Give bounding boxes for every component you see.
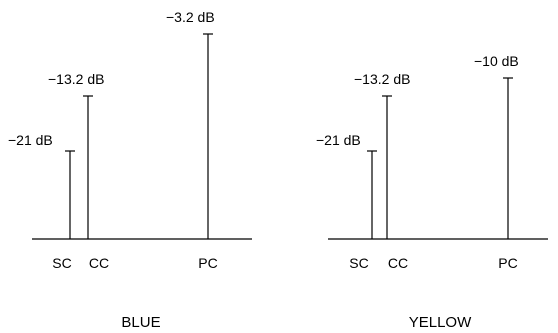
panel-yellow-cc-label: CC	[388, 255, 408, 271]
panel-blue-sc-label: SC	[52, 255, 71, 271]
panel-yellow-pc-label: PC	[498, 255, 517, 271]
panel-blue-pc-label: PC	[198, 255, 217, 271]
panel-yellow-caption: YELLOW	[409, 314, 472, 331]
panel-blue-cc-label: CC	[89, 255, 109, 271]
panel-yellow-pc-value: −10 dB	[474, 53, 519, 69]
panel-yellow-cc-value: −13.2 dB	[354, 71, 410, 87]
panel-blue: −21 dB SC −13.2 dB CC −3.2 dB PC BLUE	[8, 9, 252, 331]
panel-yellow-sc-value: −21 dB	[316, 132, 361, 148]
panel-blue-caption: BLUE	[121, 314, 160, 331]
panel-yellow-sc-label: SC	[349, 255, 368, 271]
panel-blue-pc-value: −3.2 dB	[166, 9, 215, 25]
panel-blue-sc-value: −21 dB	[8, 132, 53, 148]
panel-yellow: −21 dB SC −13.2 dB CC −10 dB PC YELLOW	[316, 53, 548, 331]
panel-blue-cc-value: −13.2 dB	[48, 71, 104, 87]
